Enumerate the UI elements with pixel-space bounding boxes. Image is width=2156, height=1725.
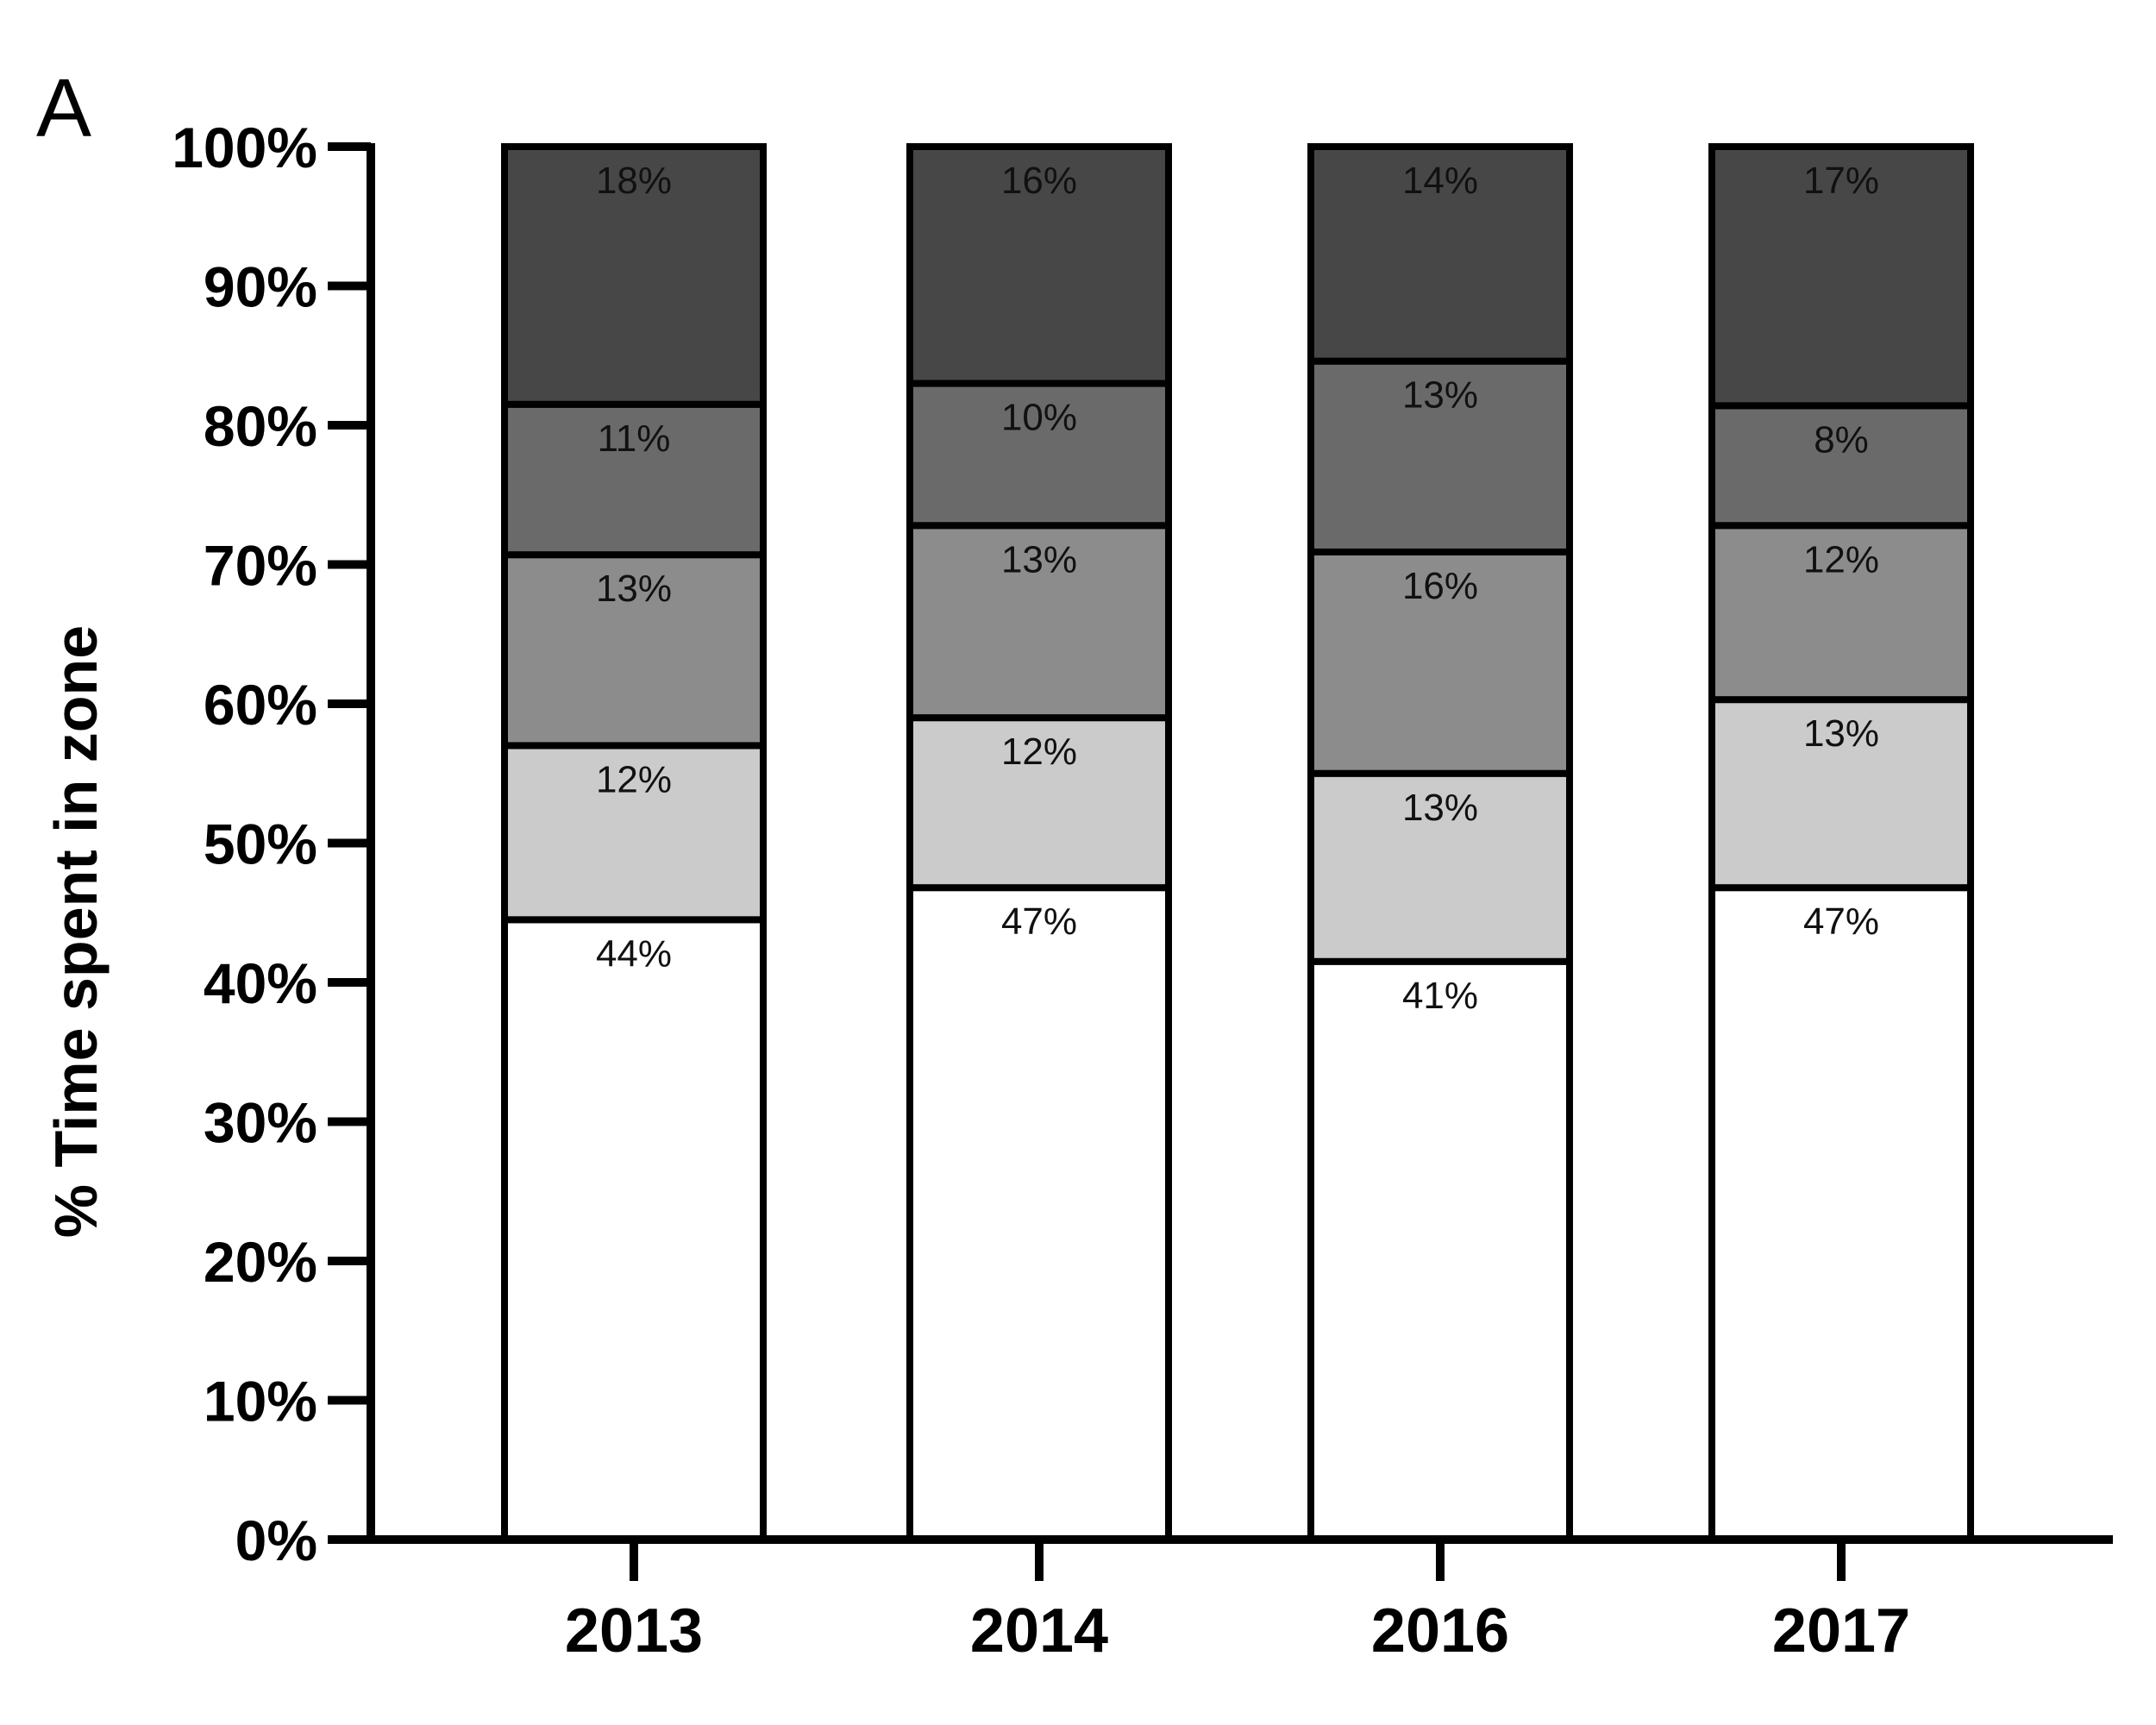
bar-segment	[1708, 143, 1974, 410]
y-tick-label: 0%	[235, 1509, 317, 1572]
y-tick-label: 70%	[204, 534, 317, 598]
bar-segment	[501, 551, 767, 750]
data-label: 13%	[1402, 374, 1478, 417]
bar-segment	[1307, 957, 1573, 1543]
data-label: 13%	[1402, 787, 1478, 829]
panel-letter: A	[36, 62, 91, 154]
data-label: 13%	[1803, 712, 1879, 755]
y-tick-label: 40%	[204, 951, 317, 1015]
bar-segment	[906, 884, 1172, 1544]
data-label: 41%	[1402, 975, 1478, 1017]
data-label: 18%	[596, 160, 672, 202]
bar-segment	[906, 143, 1172, 387]
y-tick-label: 30%	[204, 1091, 317, 1155]
y-tick-label: 50%	[204, 812, 317, 876]
y-tick-label: 90%	[204, 255, 317, 319]
bar-segment	[1307, 143, 1573, 365]
bar-segment	[501, 916, 767, 1543]
data-label: 12%	[1803, 538, 1879, 580]
data-label: 47%	[1001, 900, 1077, 943]
y-tick-label: 100%	[172, 116, 317, 179]
bar-segment	[1307, 769, 1573, 965]
data-label: 17%	[1803, 160, 1879, 202]
y-axis-label: % Time spent in zone	[42, 625, 110, 1239]
bar-segment	[906, 714, 1172, 892]
x-tick-label: 2013	[565, 1596, 703, 1665]
data-label: 13%	[596, 568, 672, 610]
bar-segment	[501, 143, 767, 408]
data-label: 44%	[596, 932, 672, 975]
bars-layer: 44% 12% 13% 11% 18% 47% 12% 13% 10% 16% 41% 13% 16% 1…	[501, 143, 1974, 1544]
bar-segment	[906, 522, 1172, 722]
y-tick-label: 80%	[204, 394, 317, 458]
axes-layer: 0% 10% 20% 30% 40% 50% 60% 70% 80% 90% 100% 2013 201…	[172, 116, 2113, 1665]
data-label: 16%	[1001, 160, 1077, 202]
bar-segment	[906, 380, 1172, 530]
data-label: 8%	[1814, 418, 1869, 461]
y-tick-label: 20%	[204, 1230, 317, 1294]
bar-segment	[1708, 696, 1974, 892]
data-label: 10%	[1001, 397, 1077, 439]
bar-segment	[1708, 402, 1974, 530]
data-label: 47%	[1803, 900, 1879, 943]
data-label: 11%	[598, 417, 671, 460]
bar-segment	[1307, 357, 1573, 555]
bar-segment	[1307, 548, 1573, 777]
bar-segment	[501, 742, 767, 924]
x-tick-label: 2014	[970, 1596, 1108, 1665]
data-label: 14%	[1402, 160, 1478, 202]
data-label: 12%	[596, 758, 672, 800]
y-tick-label: 60%	[204, 673, 317, 737]
y-tick-label: 10%	[204, 1370, 317, 1433]
data-label: 16%	[1402, 565, 1478, 607]
x-tick-label: 2016	[1371, 1596, 1509, 1665]
bar-segment	[1708, 884, 1974, 1544]
x-tick-label: 2017	[1772, 1596, 1910, 1665]
data-label: 12%	[1001, 731, 1077, 773]
data-label: 13%	[1001, 538, 1077, 580]
